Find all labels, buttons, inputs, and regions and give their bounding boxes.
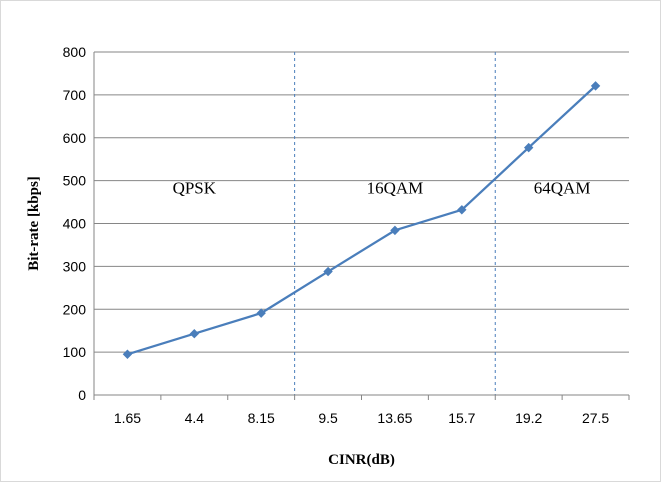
- y-axis-title: Bit-rate [kbps]: [26, 176, 42, 271]
- data-point: [256, 308, 266, 318]
- data-point: [122, 349, 133, 359]
- data-point: [390, 225, 400, 236]
- region-label: QPSK: [173, 178, 217, 197]
- x-tick-label: 27.5: [582, 410, 609, 426]
- x-tick-label: 15.7: [448, 410, 475, 426]
- data-point: [189, 328, 200, 339]
- y-tick-label: 300: [63, 258, 87, 274]
- y-tick-label: 500: [63, 173, 87, 189]
- y-tick-label: 400: [63, 216, 87, 232]
- x-tick-label: 9.5: [318, 410, 338, 426]
- region-label: 16QAM: [367, 178, 424, 197]
- x-tick-label: 8.15: [248, 410, 275, 426]
- y-tick-labels: 0 100 200 300 400 500 600 700 800: [63, 44, 87, 403]
- data-point: [457, 205, 467, 215]
- y-tick-label: 600: [63, 130, 87, 146]
- y-tick-label: 800: [63, 44, 87, 60]
- data-point: [523, 142, 534, 153]
- region-label: 64QAM: [534, 178, 591, 197]
- x-axis-title: CINR(dB): [328, 452, 395, 468]
- y-tick-label: 700: [63, 87, 87, 103]
- data-point: [323, 266, 333, 277]
- y-tick-label: 200: [63, 301, 87, 317]
- x-tick-label: 1.65: [114, 410, 141, 426]
- y-tick-label: 0: [78, 387, 86, 403]
- x-tick-label: 4.4: [185, 410, 205, 426]
- x-tick-label: 19.2: [515, 410, 542, 426]
- data-point: [590, 81, 601, 91]
- data-series: [122, 81, 601, 359]
- x-tick-labels: 1.65 4.4 8.15 9.5 13.65 15.7 19.2 27.5: [114, 410, 610, 426]
- x-tick-label: 13.65: [377, 410, 412, 426]
- axes: [93, 52, 630, 400]
- series-line: [127, 85, 597, 356]
- y-tick-label: 100: [63, 344, 87, 360]
- region-labels: QPSK 16QAM 64QAM: [173, 178, 591, 197]
